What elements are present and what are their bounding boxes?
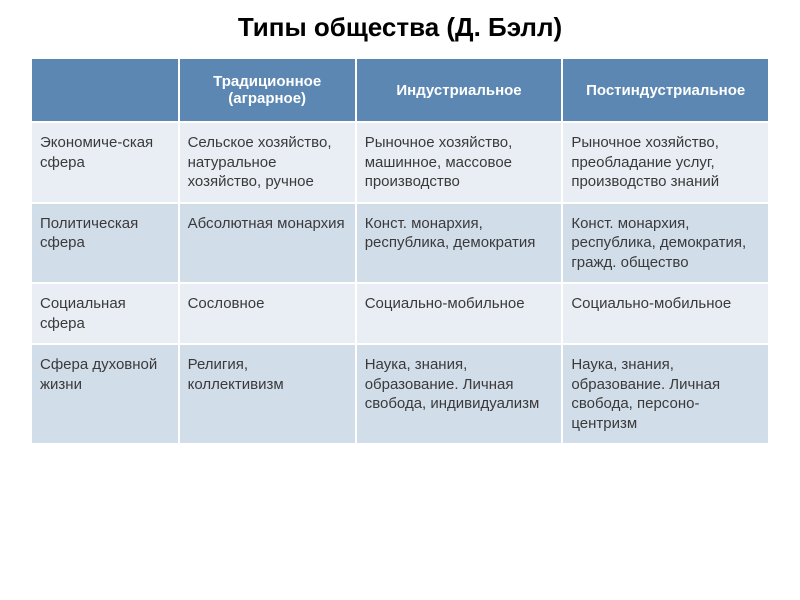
- society-types-table: Традиционное (аграрное) Индустриальное П…: [30, 57, 770, 445]
- table-header-row: Традиционное (аграрное) Индустриальное П…: [31, 58, 769, 122]
- col-header-industrial: Индустриальное: [356, 58, 563, 122]
- cell: Абсолютная монархия: [179, 203, 356, 284]
- row-label: Сфера духовной жизни: [31, 344, 179, 444]
- table-row: Политическая сфера Абсолютная монархия К…: [31, 203, 769, 284]
- col-header-postindustrial: Постиндустриальное: [562, 58, 769, 122]
- page-title: Типы общества (Д. Бэлл): [30, 12, 770, 43]
- cell: Рыночное хозяйство, преобладание услуг, …: [562, 122, 769, 203]
- cell: Наука, знания, образование. Личная свобо…: [562, 344, 769, 444]
- row-label: Экономиче-ская сфера: [31, 122, 179, 203]
- cell: Наука, знания, образование. Личная свобо…: [356, 344, 563, 444]
- cell: Рыночное хозяйство, машинное, массовое п…: [356, 122, 563, 203]
- cell: Сельское хозяйство, натуральное хозяйств…: [179, 122, 356, 203]
- table-row: Сфера духовной жизни Религия, коллективи…: [31, 344, 769, 444]
- cell: Социально-мобильное: [356, 283, 563, 344]
- cell: Социально-мобильное: [562, 283, 769, 344]
- cell: Религия, коллективизм: [179, 344, 356, 444]
- cell: Сословное: [179, 283, 356, 344]
- col-header-traditional: Традиционное (аграрное): [179, 58, 356, 122]
- table-row: Социальная сфера Сословное Социально-моб…: [31, 283, 769, 344]
- row-label: Политическая сфера: [31, 203, 179, 284]
- col-header-blank: [31, 58, 179, 122]
- table-row: Экономиче-ская сфера Сельское хозяйство,…: [31, 122, 769, 203]
- row-label: Социальная сфера: [31, 283, 179, 344]
- cell: Конст. монархия, республика, демократия,…: [562, 203, 769, 284]
- cell: Конст. монархия, республика, демократия: [356, 203, 563, 284]
